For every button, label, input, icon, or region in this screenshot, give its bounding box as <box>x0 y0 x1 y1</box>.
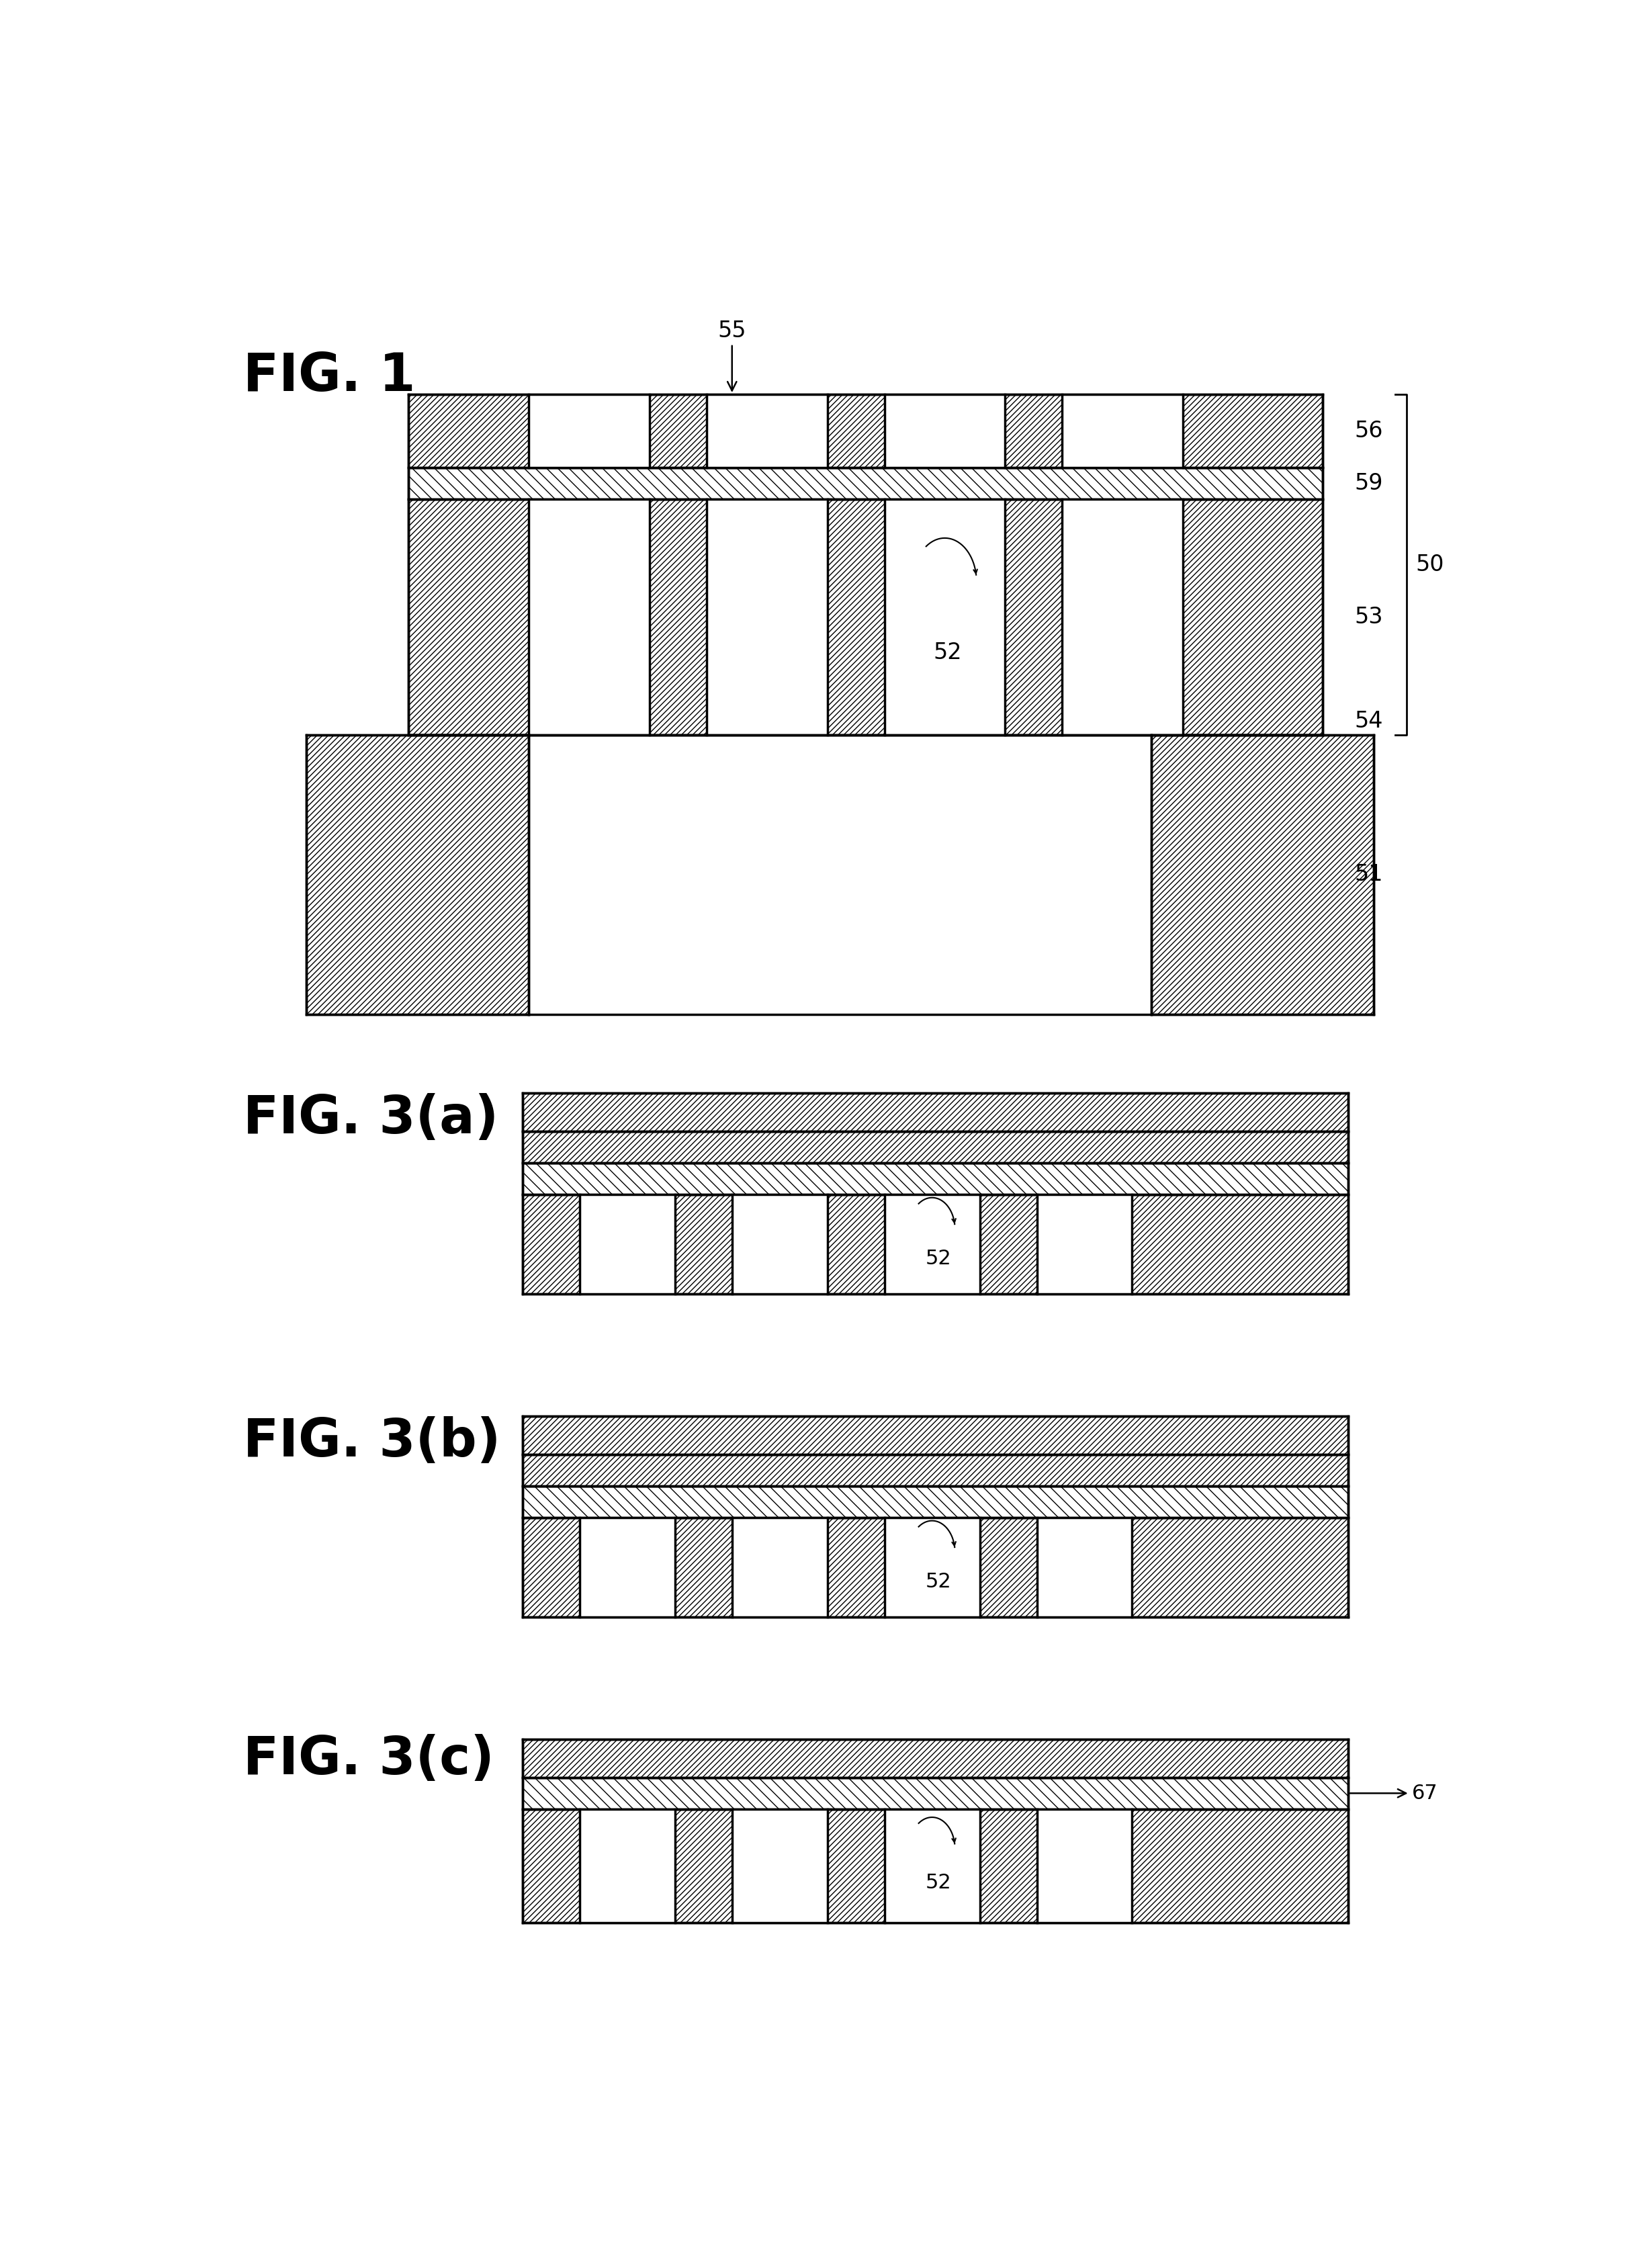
Text: FIG. 3(c): FIG. 3(c) <box>243 1733 493 1785</box>
Bar <box>706 395 828 467</box>
Bar <box>523 1486 1347 1517</box>
Bar <box>523 1810 1347 1923</box>
Bar <box>523 1517 1347 1617</box>
Bar <box>580 1810 675 1923</box>
Bar <box>523 1132 1347 1163</box>
Bar <box>1062 499 1183 735</box>
Text: FIG. 3(b): FIG. 3(b) <box>243 1415 500 1467</box>
Text: 55: 55 <box>718 320 746 390</box>
Bar <box>580 1195 675 1293</box>
Bar <box>580 1517 675 1617</box>
Bar <box>1151 735 1373 1014</box>
Bar <box>523 1093 1347 1132</box>
Text: FIG. 3(a): FIG. 3(a) <box>243 1093 498 1143</box>
Text: 52: 52 <box>926 1873 952 1892</box>
Bar <box>523 1740 1347 1778</box>
Bar <box>733 1517 828 1617</box>
Bar <box>885 499 1005 735</box>
Bar <box>408 467 1323 499</box>
Bar <box>529 499 649 735</box>
Bar <box>1037 1195 1133 1293</box>
Bar <box>885 1195 980 1293</box>
Bar <box>523 1195 1347 1293</box>
Text: 52: 52 <box>933 642 962 665</box>
Bar <box>1037 1810 1133 1923</box>
Bar <box>408 499 1323 735</box>
Text: 51: 51 <box>1354 864 1383 887</box>
Text: 56: 56 <box>1354 420 1383 442</box>
Bar <box>1062 395 1183 467</box>
Bar <box>408 395 1323 467</box>
Bar <box>733 1810 828 1923</box>
Bar <box>529 395 649 467</box>
Text: 50: 50 <box>1416 553 1444 576</box>
Bar <box>523 1454 1347 1486</box>
Text: 52: 52 <box>926 1572 952 1592</box>
Text: 59: 59 <box>1354 472 1383 494</box>
Bar <box>523 1778 1347 1810</box>
Bar <box>885 395 1005 467</box>
Bar <box>523 1415 1347 1454</box>
Bar <box>706 499 828 735</box>
Text: 67: 67 <box>1351 1783 1437 1803</box>
Text: 53: 53 <box>1354 606 1383 628</box>
Bar <box>733 1195 828 1293</box>
Text: 54: 54 <box>1354 710 1383 733</box>
Bar <box>885 1517 980 1617</box>
Text: 52: 52 <box>926 1250 952 1268</box>
Bar <box>885 1810 980 1923</box>
Bar <box>1037 1517 1133 1617</box>
Text: FIG. 1: FIG. 1 <box>243 352 415 401</box>
Bar <box>523 1163 1347 1195</box>
Bar <box>306 735 529 1014</box>
